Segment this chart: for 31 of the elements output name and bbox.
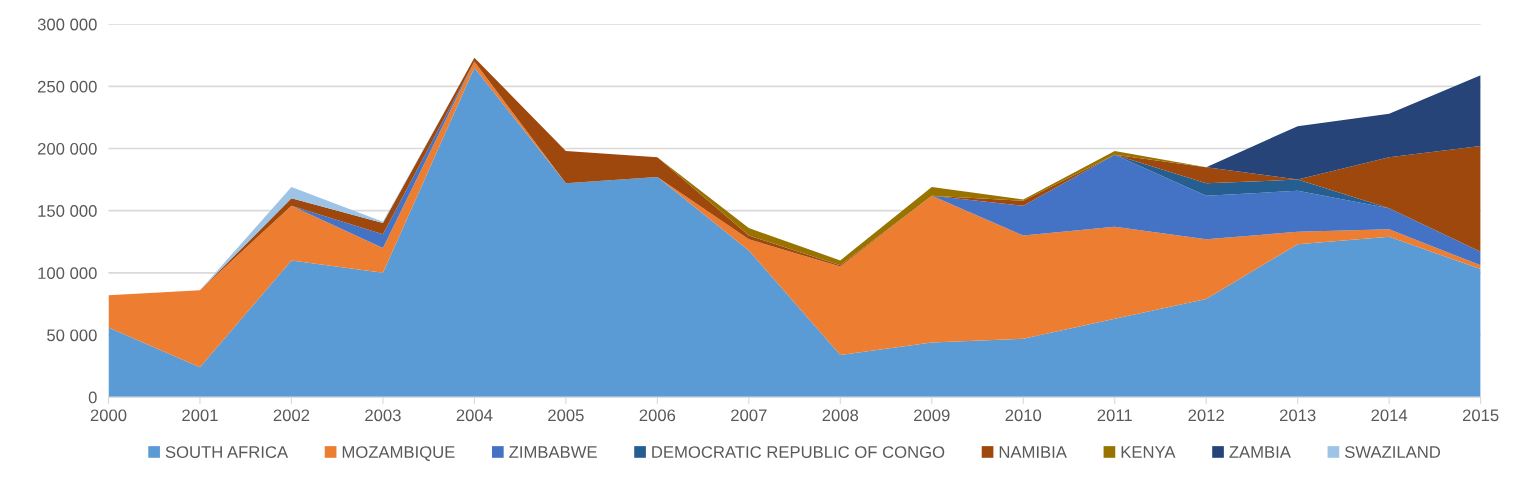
x-tick-label: 2005 xyxy=(548,409,584,422)
x-tick-label: 2015 xyxy=(1462,409,1499,422)
y-tick-label: 250 000 xyxy=(37,80,97,93)
x-tick-label: 2011 xyxy=(1097,409,1132,422)
x-tick-label: 2001 xyxy=(182,409,218,422)
legend-label: KENYA xyxy=(1121,446,1176,458)
y-tick-label: 150 000 xyxy=(38,205,97,217)
legend-label: DEMOCRATIC REPUBLIC OF CONGO xyxy=(652,446,945,458)
y-tick-label: 100 000 xyxy=(38,267,97,280)
x-tick-label: 2009 xyxy=(914,409,950,422)
legend-label: SWAZILAND xyxy=(1344,446,1441,458)
y-tick-label: 300 000 xyxy=(37,18,97,31)
x-tick-label: 2002 xyxy=(273,409,310,422)
legend-label: SOUTH AFRICA xyxy=(165,446,289,458)
x-tick-label: 2000 xyxy=(90,409,127,422)
legend-label: ZAMBIA xyxy=(1229,446,1291,458)
y-tick-label: 0 xyxy=(88,391,97,404)
x-tick-label: 2006 xyxy=(639,409,676,422)
x-tick-label: 2007 xyxy=(731,409,767,422)
y-tick-label: 200 000 xyxy=(37,142,97,155)
legend-label: ZIMBABWE xyxy=(509,446,597,458)
x-tick-label: 2012 xyxy=(1188,409,1224,422)
x-tick-label: 2014 xyxy=(1371,409,1408,422)
legend-label: MOZAMBIQUE xyxy=(342,446,455,461)
x-tick-label: 2010 xyxy=(1005,409,1042,422)
y-tick-label: 50 000 xyxy=(47,329,97,342)
x-tick-label: 2004 xyxy=(456,409,493,422)
legend-label: NAMIBIA xyxy=(999,446,1067,458)
x-tick-label: 2008 xyxy=(822,409,859,422)
x-tick-label: 2003 xyxy=(365,409,401,422)
x-tick-label: 2013 xyxy=(1279,409,1316,422)
